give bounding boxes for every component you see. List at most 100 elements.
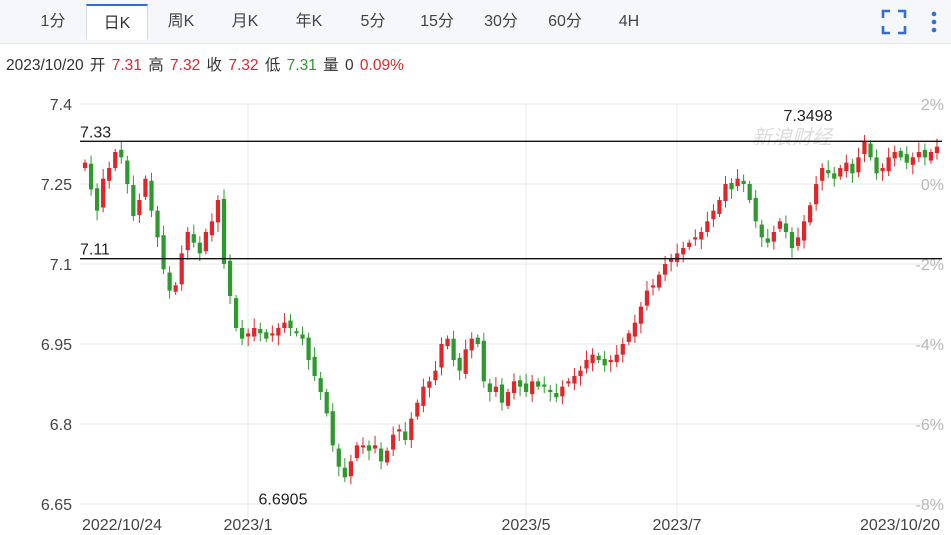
info-close-label: 收 [206,57,223,74]
candle-body [934,146,940,154]
candle-body [517,380,523,387]
candle-body [88,163,94,190]
x-tick-label: 2023/1 [224,517,273,534]
candle-body [107,168,112,181]
candle-body [203,232,208,252]
candle-body [119,149,124,158]
candle-body [850,163,855,174]
x-tick-label: 2023/5 [502,517,551,534]
candle-body [264,332,269,339]
candle-body [505,392,511,406]
info-low-value: 7.31 [286,57,317,74]
tab-7[interactable]: 30分 [484,13,518,30]
candle-body [826,170,831,174]
quote-info-bar: 2023/10/20 开 7.31 高 7.32 收 7.32 低 7.31 量… [6,53,406,75]
candle-body [415,402,420,417]
info-close-value: 7.32 [228,57,259,74]
tab-4[interactable]: 年K [295,13,323,30]
tab-5[interactable]: 5分 [360,13,386,30]
candle-body [650,285,656,288]
candle-body [233,298,239,328]
pct-tick-label: 2% [921,97,944,114]
info-low-label: 低 [264,57,281,74]
y-tick-label: 6.8 [50,417,72,434]
candle-body [862,141,867,155]
tab-6[interactable]: 15分 [420,13,454,30]
candle-body [662,264,668,275]
candle-body [294,331,299,334]
candle-body [330,411,335,446]
candle-body [252,328,257,337]
candle-body [143,178,148,197]
candle-body [898,150,903,158]
candle-body [886,157,891,172]
candle-body [463,349,468,374]
candle-body [397,429,402,432]
candle-body [542,384,547,387]
tab-2[interactable]: 周K [167,13,195,30]
candle-body [904,154,909,163]
candle-body [675,253,680,262]
candle-body [149,180,154,211]
candle-body [348,461,353,477]
tab-9[interactable]: 4H [618,13,640,30]
candle-body [783,223,789,232]
candle-body [131,185,136,216]
candle-body [240,328,245,339]
info-high-label: 高 [148,57,164,74]
candle-body [197,242,202,254]
candle-body [457,357,462,371]
candle-body [789,232,795,248]
candle-body [656,274,662,288]
candle-body [747,184,752,200]
candle-body [856,157,861,173]
candle-body [693,237,698,240]
candle-body [481,340,486,382]
candle-body [499,384,505,403]
info-open-label: 开 [89,57,106,74]
candle-body [125,160,130,184]
candle-body [403,431,408,440]
candle-body [385,450,390,463]
candle-body [372,445,378,449]
candle-body [421,386,426,406]
x-tick-label: 2022/10/24 [82,517,162,534]
y-tick-label: 7.25 [41,177,72,194]
tab-3[interactable]: 月K [231,13,259,30]
candle-body [759,224,764,238]
info-volume-label: 量 [323,57,339,74]
candle-body [354,445,360,459]
candle-body [705,221,710,232]
pct-tick-label: 0% [921,177,944,194]
candlestick-chart[interactable]: 7.4 7.25 7.1 6.95 6.8 6.65 2% 0% -2% -4% -6% -8% 202… [0,92,951,535]
candle-body [221,198,227,264]
candle-body [844,162,849,172]
candle-body [282,322,287,328]
candle-body [215,200,221,223]
tab-0[interactable]: 1分 [40,13,66,30]
reference-line-label: 7.33 [80,124,111,141]
candle-body [523,383,529,392]
candle-body [300,334,305,339]
candle-body [928,152,934,161]
reference-line-label: 7.11 [80,242,110,259]
candle-body [288,320,293,328]
candle-body [113,152,118,168]
more-vertical-icon[interactable] [920,8,948,36]
candle-body [391,434,396,450]
period-tab-bar: 1分 日K 周K 月K 年K 5分 15分 30分 60分 4H [0,0,951,44]
candle-body [801,221,807,241]
candle-body [741,180,746,184]
candle-body [874,157,879,174]
candle-body [632,322,637,337]
candle-body [427,381,432,388]
candle-body [179,253,184,285]
candle-body [916,152,921,158]
candle-body [723,184,728,202]
fullscreen-icon[interactable] [880,8,908,36]
tab-8[interactable]: 60分 [548,13,582,30]
candle-body [681,248,686,255]
candle-body [433,370,438,381]
candle-body [765,238,770,243]
tab-1[interactable]: 日K [86,4,148,40]
